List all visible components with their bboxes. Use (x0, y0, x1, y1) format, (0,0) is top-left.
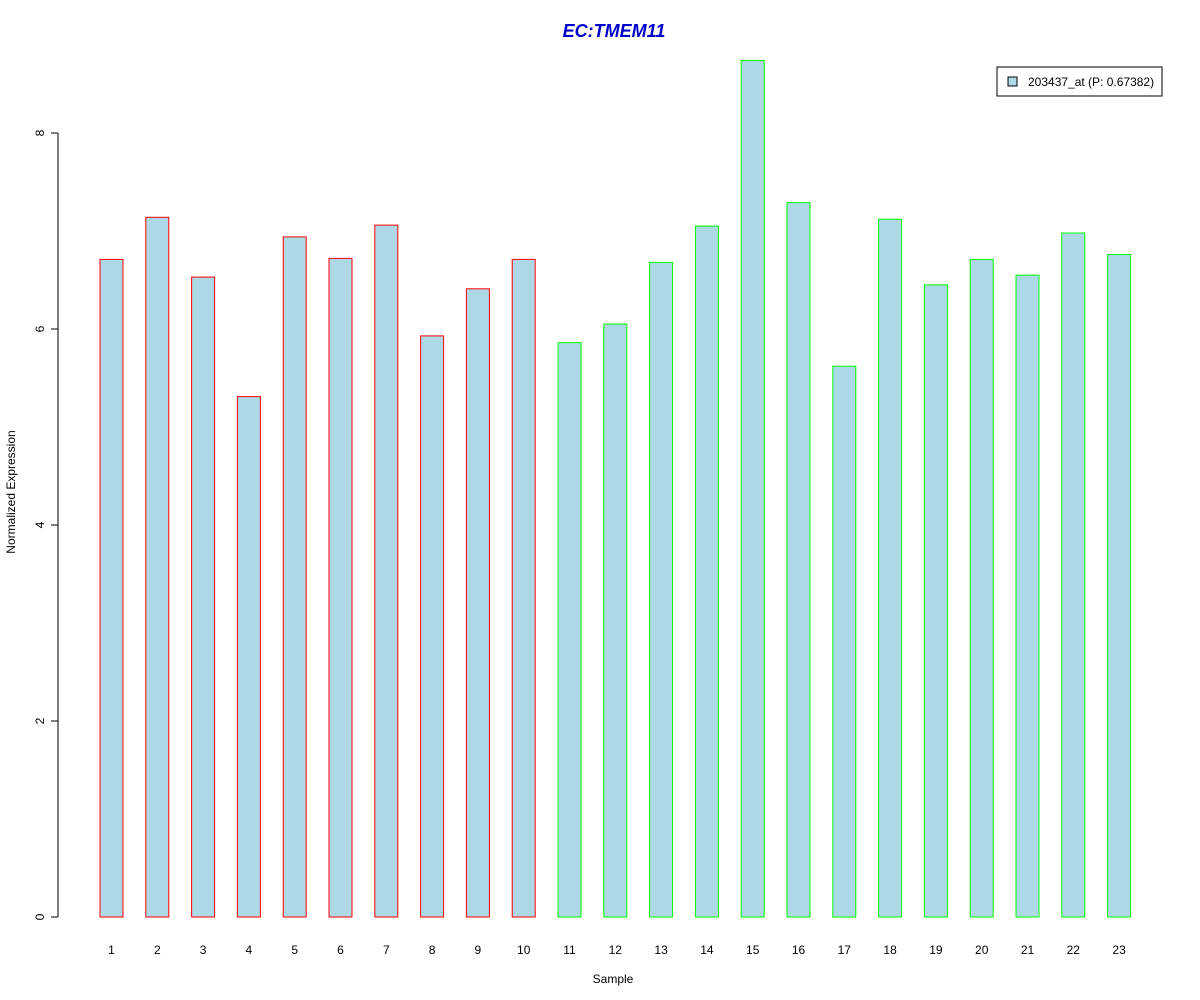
bar-sample-1 (99, 258, 124, 918)
x-axis-label: Sample (593, 972, 634, 986)
legend-label: 203437_at (P: 0.67382) (1028, 75, 1154, 89)
legend-box (996, 66, 1163, 97)
x-tick-label: 16 (792, 943, 806, 957)
x-tick-label: 1 (108, 943, 115, 957)
x-tick-label: 7 (383, 943, 390, 957)
x-tick-label: 6 (337, 943, 344, 957)
bar-sample-10 (511, 258, 536, 918)
x-tick-label: 19 (929, 943, 943, 957)
x-tick-label: 22 (1067, 943, 1081, 957)
y-axis: 0 2 4 6 8 (33, 129, 59, 920)
bar-sample-23 (1107, 254, 1132, 918)
x-tick-label: 3 (200, 943, 207, 957)
bar-sample-15 (740, 60, 765, 918)
bar-sample-6 (328, 257, 353, 918)
x-tick-label: 23 (1112, 943, 1126, 957)
bar-sample-12 (603, 323, 628, 918)
x-tick-label: 12 (609, 943, 623, 957)
y-axis-label: Normalized Expression (4, 430, 18, 553)
x-tick-label: 5 (291, 943, 298, 957)
bar-sample-22 (1061, 232, 1086, 918)
bar-sample-9 (465, 288, 490, 918)
y-tick-label: 0 (33, 913, 47, 920)
bar-sample-11 (557, 342, 582, 918)
bars (99, 60, 1132, 918)
x-tick-label: 4 (246, 943, 253, 957)
x-tick-label: 17 (838, 943, 852, 957)
bar-sample-17 (832, 365, 857, 918)
bar-sample-4 (236, 396, 261, 918)
x-tick-label: 15 (746, 943, 760, 957)
y-tick-label: 2 (33, 717, 47, 724)
legend-swatch (1007, 76, 1018, 87)
chart-title: EC:TMEM11 (563, 21, 666, 41)
bar-sample-13 (649, 261, 674, 918)
x-tick-label: 2 (154, 943, 161, 957)
y-tick-label: 4 (33, 521, 47, 528)
bar-sample-14 (694, 225, 719, 918)
bar-sample-16 (786, 202, 811, 918)
x-tick-label: 20 (975, 943, 989, 957)
x-tick-label: 9 (475, 943, 482, 957)
bar-sample-7 (374, 224, 399, 918)
y-tick-label: 8 (33, 129, 47, 136)
bar-sample-3 (191, 276, 216, 918)
x-tick-label: 14 (700, 943, 714, 957)
bar-sample-2 (145, 216, 170, 918)
x-tick-label: 8 (429, 943, 436, 957)
x-tick-label: 10 (517, 943, 531, 957)
x-tick-label: 13 (654, 943, 668, 957)
bar-sample-18 (878, 218, 903, 918)
bar-sample-20 (969, 258, 994, 918)
bar-sample-5 (282, 236, 307, 918)
bar-sample-8 (420, 335, 445, 918)
x-tick-label: 11 (563, 943, 576, 957)
x-tick-label: 21 (1021, 943, 1035, 957)
bar-sample-21 (1015, 274, 1040, 918)
legend: 203437_at (P: 0.67382) (996, 66, 1163, 97)
y-tick-label: 6 (33, 325, 47, 332)
x-tick-labels: 1 2 3 4 5 6 7 8 9 10 11 12 13 14 15 16 17 18 19 20 21 22 23 (108, 943, 1126, 957)
bar-sample-19 (923, 284, 948, 918)
x-tick-label: 18 (883, 943, 897, 957)
